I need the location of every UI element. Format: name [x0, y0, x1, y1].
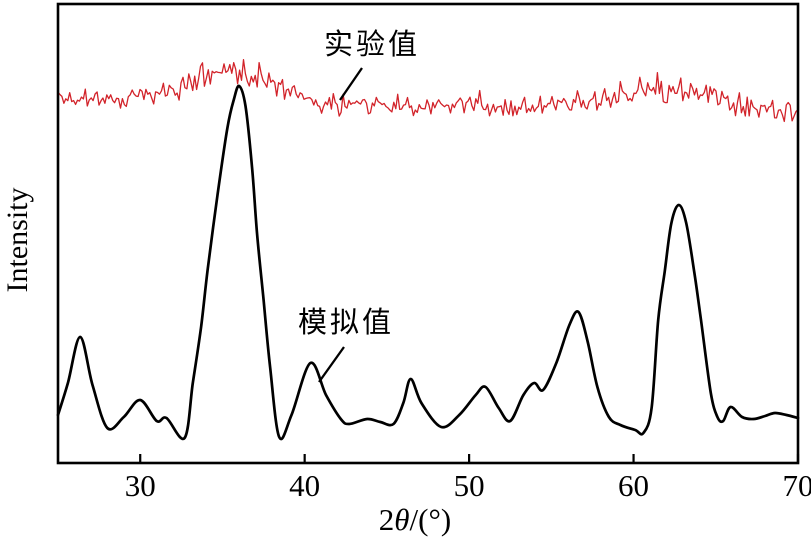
axes-frame-group [56, 2, 800, 465]
x-axis-label: 2θ/(°) [335, 502, 495, 538]
plot-frame [56, 2, 800, 465]
annotation-label-experimental: 实验值 [323, 29, 420, 61]
annotation-lines-group [318, 67, 363, 383]
x-axis-label-theta: θ [394, 502, 410, 537]
x-axis-label-prefix: 2 [378, 502, 395, 537]
y-axis-label: Intensity [1, 187, 34, 293]
simulated-curve [56, 84, 800, 441]
x-tick-label: 40 [289, 468, 321, 503]
experimental-curve [57, 59, 799, 123]
curves-group [56, 59, 800, 441]
x-tick-label: 50 [453, 468, 485, 503]
annotation-label-simulated: 模拟值 [297, 307, 394, 339]
x-tick-label: 60 [618, 468, 650, 503]
x-tick-label: 70 [782, 468, 811, 503]
x-tick-label: 30 [124, 468, 156, 503]
x-axis-label-suffix: /(°) [409, 502, 452, 537]
annotation-pointer-line [318, 346, 345, 383]
annotation-pointer-line [339, 67, 363, 101]
